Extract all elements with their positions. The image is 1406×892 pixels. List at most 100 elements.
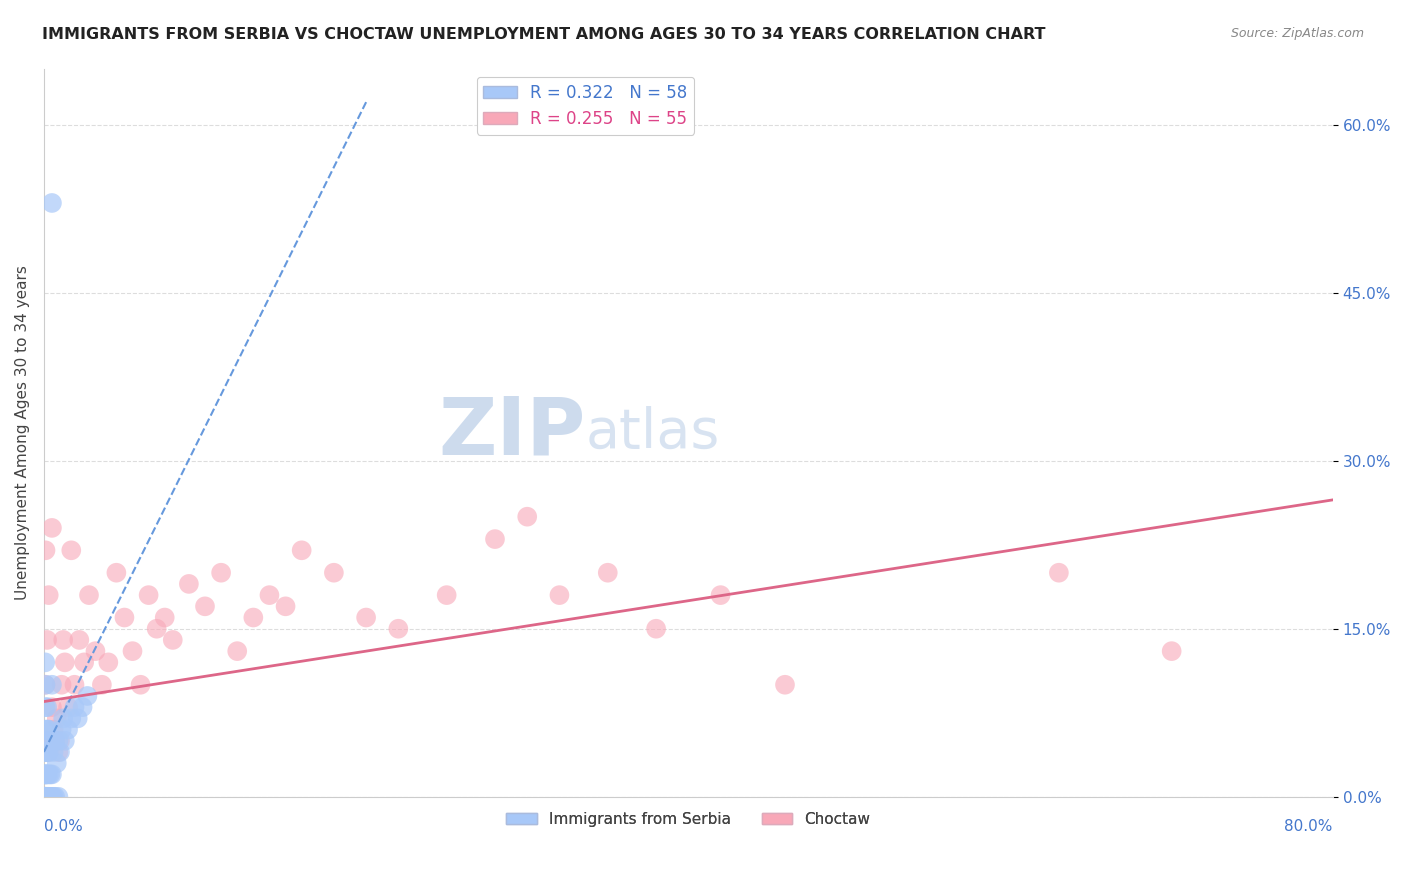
Text: ZIP: ZIP [439,393,585,472]
Point [41,196,63,211]
Point [1047,566,1070,580]
Point [37,733,59,747]
Point [41,767,63,781]
Point [226,644,249,658]
Point [548,588,571,602]
Point [709,588,731,602]
Point [138,588,160,602]
Point [145,622,167,636]
Point [38,789,60,804]
Text: Source: ZipAtlas.com: Source: ZipAtlas.com [1230,27,1364,40]
Point [42,745,65,759]
Point [41,700,63,714]
Point [259,588,281,602]
Point [274,599,297,614]
Point [35,789,58,804]
Point [38,745,60,759]
Point [153,610,176,624]
Point [121,644,143,658]
Point [484,532,506,546]
Point [1160,644,1182,658]
Point [34,789,56,804]
Y-axis label: Unemployment Among Ages 30 to 34 years: Unemployment Among Ages 30 to 34 years [15,265,30,600]
Point [63,700,86,714]
Point [97,656,120,670]
Point [35,789,58,804]
Point [242,610,264,624]
Point [39,789,62,804]
Point [51,723,73,737]
Point [53,733,76,747]
Point [49,733,72,747]
Point [436,588,458,602]
Point [39,733,62,747]
Point [34,745,56,759]
Point [72,700,94,714]
Point [34,700,56,714]
Point [90,678,112,692]
Point [44,733,66,747]
Point [34,789,56,804]
Point [48,745,70,759]
Point [42,789,65,804]
Point [596,566,619,580]
Point [105,566,128,580]
Point [177,577,200,591]
Point [39,733,62,747]
Point [60,543,83,558]
Point [34,789,56,804]
Point [37,789,59,804]
Point [37,745,59,759]
Point [41,678,63,692]
Point [34,723,56,737]
Point [34,789,56,804]
Point [60,711,83,725]
Point [291,543,314,558]
Point [76,689,98,703]
Point [56,700,79,714]
Point [773,678,796,692]
Point [162,632,184,647]
Point [42,723,65,737]
Point [322,566,344,580]
Point [41,521,63,535]
Point [73,656,96,670]
Point [84,644,107,658]
Point [34,678,56,692]
Point [194,599,217,614]
Point [354,610,377,624]
Point [38,767,60,781]
Point [63,678,86,692]
Point [45,711,67,725]
Point [67,632,90,647]
Text: atlas: atlas [585,406,720,459]
Text: 80.0%: 80.0% [1285,819,1333,834]
Point [52,711,75,725]
Point [34,656,56,670]
Point [38,789,60,804]
Point [34,789,56,804]
Point [48,733,70,747]
Point [37,767,59,781]
Point [645,622,668,636]
Point [209,566,232,580]
Point [35,767,58,781]
Point [114,610,136,624]
Point [77,588,100,602]
Point [34,767,56,781]
Point [34,678,56,692]
Point [66,711,89,725]
Point [44,733,66,747]
Point [516,509,538,524]
Point [129,678,152,692]
Point [52,632,75,647]
Point [53,656,76,670]
Point [45,756,67,771]
Point [44,789,66,804]
Point [34,767,56,781]
Point [41,789,63,804]
Point [387,622,409,636]
Point [37,789,59,804]
Point [34,745,56,759]
Point [39,767,62,781]
